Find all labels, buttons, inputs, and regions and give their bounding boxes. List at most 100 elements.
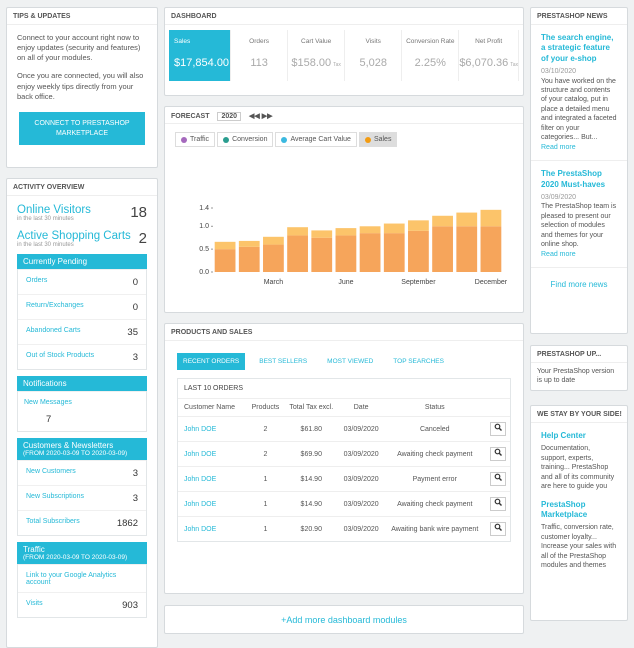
kpi: Sales $17,854.00 [169,30,232,81]
action-cell [486,442,510,467]
panel-title: PRESTASHOP UP... [531,346,627,363]
panel-title: FORECAST [171,113,210,120]
action-cell [486,467,510,492]
divider [531,160,627,162]
bar [238,240,260,247]
x-tick-label: June [338,279,353,286]
forecast-tab[interactable]: Sales [358,132,398,147]
read-more[interactable]: Read more [541,250,576,258]
row-value: 903 [122,600,138,611]
add-modules-text: Add more dashboard modules [286,615,407,625]
stat-label: Active Shopping Carts in the last 30 minu… [17,230,131,248]
forecast-tab[interactable]: Traffic [175,132,216,147]
order-row: John DOE 2 $61.80 03/09/2020 Canceled [178,416,510,442]
news-title[interactable]: The search engine, a strategic feature o… [541,33,614,63]
connect-button[interactable]: CONNECT TO PRESTASHOP MARKETPLACE [19,111,145,146]
action-cell [486,517,510,542]
row-label[interactable]: Total Subscribers [26,518,80,525]
row: New Messages 7 [18,391,146,431]
kpi-number: $6,070.36 [459,57,509,69]
panel-title: PRESTASHOP NEWS [531,8,627,25]
bar [432,226,453,272]
news-title[interactable]: The PrestaShop 2020 Must-haves [541,169,606,189]
products-tab[interactable]: TOP SEARCHES [393,358,444,365]
order-row: John DOE 1 $14.90 03/09/2020 Payment error [178,466,510,492]
kpi-number: 113 [250,57,268,69]
view-button[interactable] [489,422,506,436]
tab-dot [281,136,288,143]
row-label[interactable]: Return/Exchanges [26,302,84,309]
view-button[interactable] [489,447,506,461]
nav-arrows[interactable]: ◀◀ ▶▶ [248,113,273,120]
forecast-tab[interactable]: Average Cart Value [275,132,357,147]
kpi-number: $158.00 [291,57,332,69]
kpi-label: Cart Value [301,38,332,45]
products-tab[interactable]: BEST SELLERS [259,358,308,365]
divider [531,266,627,268]
tab-label: Sales [373,136,392,143]
row-label[interactable]: Out of Stock Products [26,352,95,359]
products-tab[interactable]: RECENT ORDERS [177,353,246,370]
orders-table: Customer Name Products Total Tax excl. Date… [178,399,510,541]
view-button[interactable] [489,497,506,511]
stat-label: Online Visitors in the last 30 minutes [17,204,91,222]
order-cell: John DOE [184,425,217,433]
chart: 0.0 0.5 1.0 1.4 March June September December [199,205,508,286]
tab-label: Traffic [190,136,210,143]
products-tab[interactable]: MOST VIEWED [327,358,374,365]
section-title: Notifications [23,379,67,388]
view-button[interactable] [489,522,506,536]
row-value: 1862 [116,518,138,529]
order-cell: Awaiting check payment [397,450,473,458]
kpi: Cart Value $158.00 Tax [288,30,346,81]
column-header: Customer Name [184,404,235,411]
row-label[interactable]: Abandoned Carts [26,327,81,334]
kpi-note: Tax [510,62,519,68]
view-button[interactable] [489,472,506,486]
news-text: The PrestaShop team is pleased to presen… [541,203,617,249]
order-cell: Payment error [412,475,457,483]
tips-text: Connect to your account right now to enj… [17,33,141,63]
order-cell: 03/09/2020 [343,425,379,433]
panel-title: TIPS & UPDATES [7,8,157,25]
row-value: 3 [132,468,138,479]
row: Out of Stock Products 3 [18,344,146,369]
kpi-row: Sales $17,854.00 Orders 113 Cart Value $158.0… [169,30,520,81]
support-title[interactable]: PrestaShop Marketplace [541,499,588,519]
kpi-value: $17,854.00 [174,57,230,69]
section-rows: New Customers 3 New Subscriptions 3 Total Su… [17,460,147,536]
bar [335,228,357,236]
order-cell: Canceled [419,425,450,433]
order-cell: $14.90 [300,475,322,483]
read-more[interactable]: Read more [541,143,576,151]
forecast-tab[interactable]: Conversion [217,132,274,147]
add-modules[interactable]: +Add more dashboard modules [164,605,524,634]
order-cell: $69.90 [300,450,322,458]
analytics-link[interactable]: Link to your Google Analytics account [26,572,117,586]
row-label[interactable]: New Customers [26,468,76,475]
bar [263,236,284,245]
row-label[interactable]: New Messages [24,399,72,406]
forecast-panel: FORECAST 2020 ◀◀ ▶▶ Traffic Conversion Ave… [164,106,524,313]
row-label[interactable]: Visits [26,600,43,607]
row-label[interactable]: Orders [26,277,48,284]
row-label[interactable]: New Subscriptions [26,493,84,500]
stat: Online Visitors in the last 30 minutes 18 [17,204,147,222]
tab-label: Average Cart Value [290,136,351,143]
panel-title: DASHBOARD [165,8,523,25]
support-title[interactable]: Help Center [541,431,586,440]
kpi-value: $158.00 Tax [288,57,344,69]
link-wrap: Read more [541,250,617,259]
stat-name: Online Visitors [17,204,91,216]
row: Return/Exchanges 0 [18,294,146,319]
kpi-number: $17,854.00 [174,57,230,69]
y-tick-label: 1.0 [199,223,209,230]
x-tick-label: December [475,279,508,286]
order-cell: 03/09/2020 [343,450,379,458]
update-text: Your PrestaShop version is up to date [537,368,615,385]
find-more[interactable]: Find more news [550,279,608,289]
panel-title: ACTIVITY OVERVIEW [7,179,157,196]
news-date: 03/10/2020 [541,68,577,76]
kpi-number: 2.25% [414,57,446,69]
row: New Customers 3 [18,460,146,485]
